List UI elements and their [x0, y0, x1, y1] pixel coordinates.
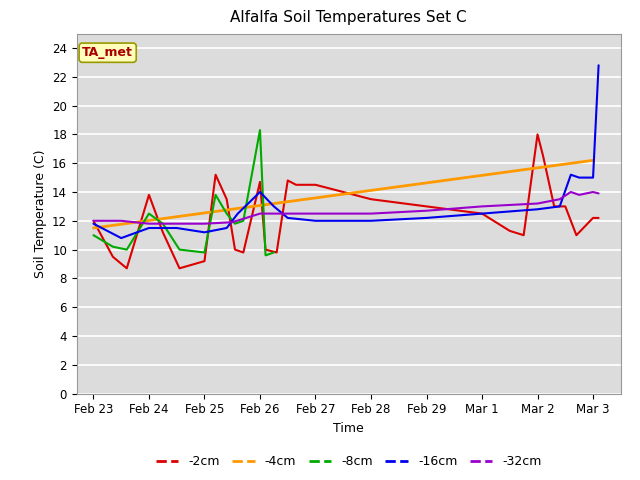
-2cm: [231, 247, 239, 252]
-2cm: [212, 172, 220, 178]
-2cm: [534, 132, 541, 137]
-8cm: [262, 252, 269, 258]
-32cm: [117, 218, 125, 224]
-32cm: [145, 221, 153, 227]
-8cm: [239, 218, 247, 224]
-2cm: [159, 229, 166, 235]
-16cm: [367, 218, 375, 224]
-16cm: [422, 215, 430, 221]
-8cm: [159, 221, 166, 227]
X-axis label: Time: Time: [333, 422, 364, 435]
-2cm: [284, 178, 292, 183]
-8cm: [223, 211, 230, 216]
-2cm: [256, 179, 264, 185]
-32cm: [228, 219, 236, 225]
-32cm: [256, 211, 264, 216]
-2cm: [561, 204, 569, 209]
-16cm: [534, 206, 541, 212]
-8cm: [231, 221, 239, 227]
-2cm: [239, 250, 247, 255]
-32cm: [567, 189, 575, 195]
-2cm: [520, 232, 527, 238]
-16cm: [595, 62, 602, 68]
Text: TA_met: TA_met: [82, 46, 133, 59]
-32cm: [556, 196, 564, 202]
Line: -2cm: -2cm: [93, 134, 598, 268]
Line: -32cm: -32cm: [93, 192, 598, 224]
-16cm: [256, 189, 264, 195]
-2cm: [145, 192, 153, 198]
Y-axis label: Soil Temperature (C): Soil Temperature (C): [33, 149, 47, 278]
-16cm: [589, 175, 597, 180]
-16cm: [200, 229, 208, 235]
-32cm: [90, 218, 97, 224]
-16cm: [234, 211, 242, 216]
-32cm: [367, 211, 375, 216]
-16cm: [270, 204, 278, 209]
-2cm: [422, 204, 430, 209]
-2cm: [292, 182, 300, 188]
-16cm: [478, 211, 486, 216]
-2cm: [573, 232, 580, 238]
-8cm: [270, 250, 278, 255]
-8cm: [200, 250, 208, 255]
Title: Alfalfa Soil Temperatures Set C: Alfalfa Soil Temperatures Set C: [230, 11, 467, 25]
-2cm: [123, 265, 131, 271]
-2cm: [478, 211, 486, 216]
-16cm: [575, 175, 583, 180]
-2cm: [550, 204, 558, 209]
-16cm: [556, 204, 564, 209]
-32cm: [589, 189, 597, 195]
-8cm: [90, 232, 97, 238]
-32cm: [575, 192, 583, 198]
-2cm: [90, 218, 97, 224]
-2cm: [262, 247, 269, 252]
Legend: -2cm, -4cm, -8cm, -16cm, -32cm: -2cm, -4cm, -8cm, -16cm, -32cm: [151, 450, 547, 473]
-8cm: [109, 244, 116, 250]
-2cm: [506, 228, 514, 234]
-8cm: [256, 127, 264, 133]
-2cm: [273, 250, 280, 255]
-8cm: [212, 192, 220, 198]
-2cm: [367, 196, 375, 202]
-16cm: [90, 221, 97, 227]
-32cm: [478, 204, 486, 209]
-16cm: [117, 235, 125, 241]
-8cm: [175, 247, 183, 252]
-2cm: [540, 153, 547, 159]
-16cm: [567, 172, 575, 178]
-32cm: [173, 221, 180, 227]
-32cm: [200, 221, 208, 227]
-32cm: [534, 201, 541, 206]
-2cm: [200, 258, 208, 264]
-16cm: [223, 225, 230, 231]
-8cm: [145, 211, 153, 216]
-32cm: [312, 211, 319, 216]
-2cm: [312, 182, 319, 188]
-16cm: [284, 215, 292, 221]
-32cm: [284, 211, 292, 216]
-32cm: [595, 191, 602, 196]
-2cm: [595, 215, 602, 221]
Line: -16cm: -16cm: [93, 65, 598, 238]
-8cm: [123, 247, 131, 252]
-16cm: [312, 218, 319, 224]
-2cm: [589, 215, 597, 221]
-16cm: [173, 225, 180, 231]
-32cm: [422, 208, 430, 214]
-2cm: [223, 196, 230, 202]
Line: -8cm: -8cm: [93, 130, 274, 255]
-2cm: [109, 254, 116, 260]
-2cm: [175, 265, 183, 271]
-16cm: [145, 225, 153, 231]
